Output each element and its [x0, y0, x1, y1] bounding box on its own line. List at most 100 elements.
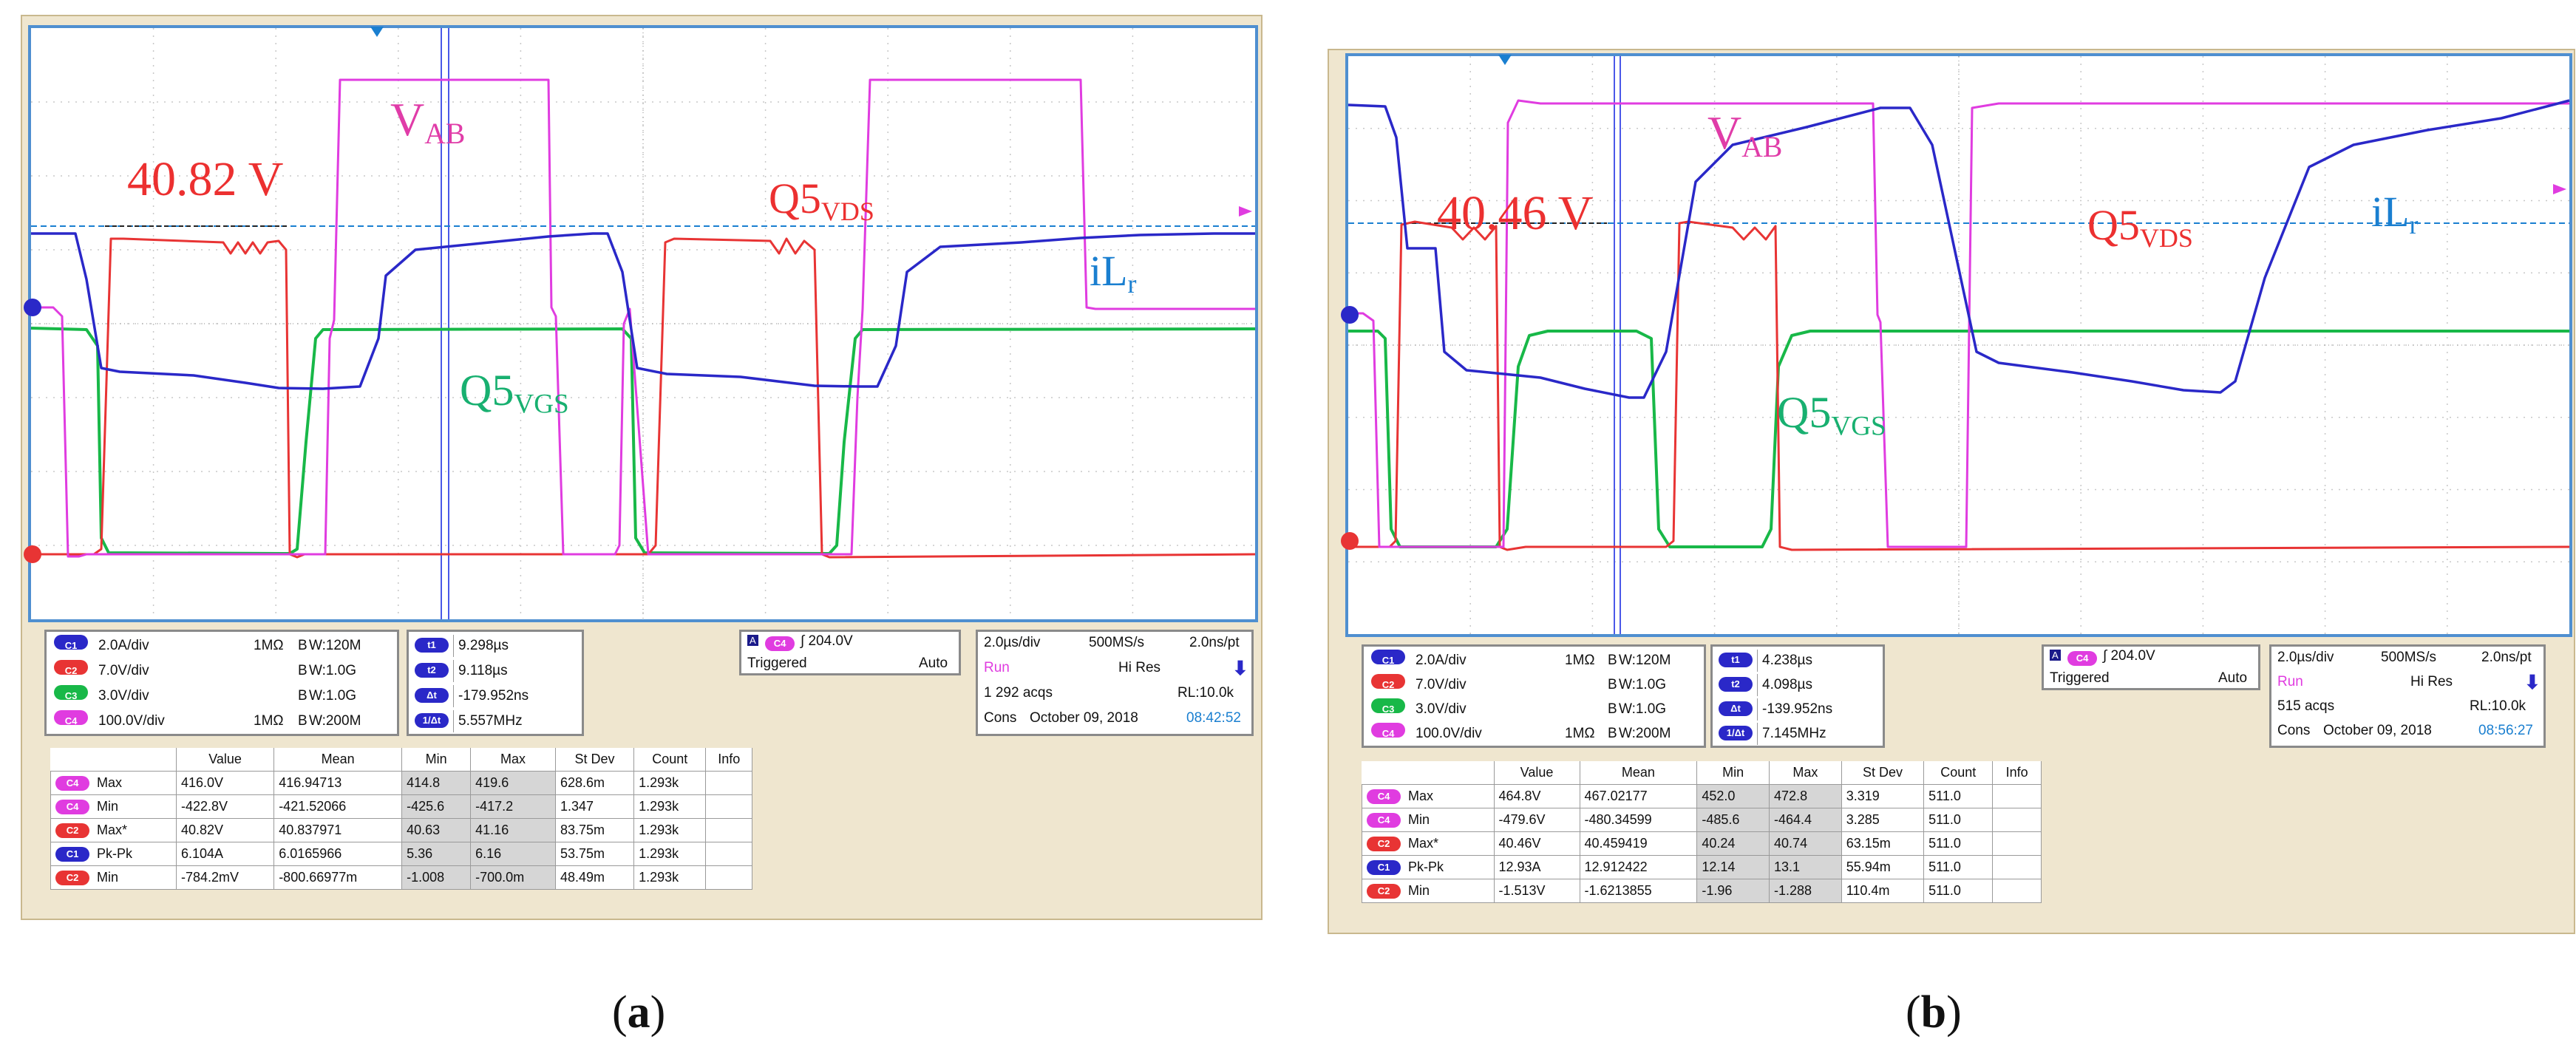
channel-row[interactable]: C1 2.0A/div 1MΩ B W:120M	[1371, 650, 1701, 672]
table-row[interactable]: C2 Min -1.513V -1.6213855 -1.96 -1.288 110.4m 5…	[1362, 879, 2042, 903]
channel-badge: C2	[1367, 837, 1401, 852]
channel-panel-b: C1 2.0A/div 1MΩ B W:120M C2 7.0V/div B W:1.0G C…	[1362, 644, 1706, 748]
cell-mean: -480.34599	[1579, 808, 1698, 832]
header-cell: Value	[1493, 761, 1580, 785]
row-label: C2 Min	[1362, 879, 1495, 903]
timebase-panel-b[interactable]: 2.0µs/div 500MS/s 2.0ns/pt Run Hi Res ⬇ …	[2269, 644, 2546, 748]
table-row[interactable]: C4 Max 464.8V 467.02177 452.0 472.8 3.319 511.0	[1362, 784, 2042, 808]
cell-min: 40.63	[401, 818, 472, 842]
cell-mean: 467.02177	[1579, 784, 1698, 808]
table-row[interactable]: C4 Min -479.6V -480.34599 -485.6 -464.4 3.285 5…	[1362, 808, 2042, 832]
label-q5vgs-a: Q5VGS	[460, 366, 569, 420]
cursor-delta-t[interactable]: Δt -179.952ns	[415, 685, 580, 707]
cursor-panel-a: t1 9.298µs t2 9.118µs Δt -179.952ns 1/Δt 5.5…	[407, 630, 584, 736]
measure-name: Max	[1408, 788, 1434, 803]
waveform-screen-b[interactable]: VAB Q5VDS iLr Q5VGS 40.46 V	[1341, 53, 2572, 637]
row-label: C4 Max	[50, 771, 177, 795]
cell-mean: 12.912422	[1579, 855, 1698, 879]
label-q5vgs-b: Q5VGS	[1777, 388, 1886, 442]
cell-value: 12.93A	[1493, 855, 1580, 879]
cursor-inv-delta-t[interactable]: 1/Δt 7.145MHz	[1719, 723, 1881, 745]
label-q5vds-b: Q5VDS	[2087, 201, 2193, 253]
table-row[interactable]: C2 Min -784.2mV -800.66977m -1.008 -700.0m 48.…	[50, 865, 752, 890]
cell-count: 1.293k	[633, 842, 707, 866]
cell-value: -479.6V	[1493, 808, 1580, 832]
trigger-panel-a[interactable]: A C4 ∫ 204.0V Triggered Auto	[739, 630, 961, 675]
cell-count: 511.0	[1923, 879, 1994, 903]
table-header-row: Value Mean Min Max St Dev Count Info	[1362, 761, 2042, 785]
row-label: C2 Max*	[1362, 831, 1495, 856]
header-cell: St Dev	[1841, 761, 1925, 785]
cell-max: -1.288	[1769, 879, 1842, 903]
table-row[interactable]: C2 Max* 40.46V 40.459419 40.24 40.74 63.15m 511…	[1362, 831, 2042, 856]
header-cell: St Dev	[554, 748, 635, 772]
scope-a: VAB Q5VDS iLr Q5VGS 40.82 V C1 2.0A/div 1M…	[21, 15, 1262, 920]
channel-row[interactable]: C3 3.0V/div B W:1.0G	[54, 685, 394, 707]
timebase-panel-a[interactable]: 2.0µs/div 500MS/s 2.0ns/pt Run Hi Res ⬇ …	[976, 630, 1254, 736]
measurement-table-b: Value Mean Min Max St Dev Count Info C4 Max 464.8…	[1362, 761, 2042, 903]
table-row[interactable]: C4 Max 416.0V 416.94713 414.8 419.6 628.6m 1.29…	[50, 771, 752, 795]
cell-count: 511.0	[1923, 855, 1994, 879]
header-cell: Info	[1992, 761, 2042, 785]
measure-name: Max	[97, 774, 123, 790]
measure-name: Pk-Pk	[97, 845, 133, 861]
channel-row[interactable]: C2 7.0V/div B W:1.0G	[1371, 674, 1701, 696]
cursor-t1[interactable]: t1 4.238µs	[1719, 650, 1881, 672]
cursor-t2[interactable]: t2 9.118µs	[415, 660, 580, 682]
label-q5vds-a: Q5VDS	[769, 174, 874, 227]
cell-max: -464.4	[1769, 808, 1842, 832]
waveform-screen-a[interactable]: VAB Q5VDS iLr Q5VGS 40.82 V	[24, 25, 1258, 622]
cell-count: 1.293k	[633, 794, 707, 819]
waveform-plot-a	[24, 27, 1256, 619]
header-cell: Value	[175, 748, 275, 772]
measured-voltage-b: 40.46 V	[1437, 186, 1594, 240]
trigger-panel-b[interactable]: A C4 ∫ 204.0V Triggered Auto	[2042, 644, 2260, 690]
cell-info	[1992, 808, 2042, 832]
cell-min: -1.008	[401, 865, 472, 890]
waveform-plot-b	[1341, 55, 2570, 634]
row-label: C2 Min	[50, 865, 177, 890]
cursor-t1[interactable]: t1 9.298µs	[415, 635, 580, 657]
cursor-delta-t[interactable]: Δt -139.952ns	[1719, 698, 1881, 721]
header-cell: Info	[705, 748, 752, 772]
cell-max: 419.6	[470, 771, 556, 795]
label-vab-b: VAB	[1707, 106, 1783, 164]
channel-row[interactable]: C2 7.0V/div B W:1.0G	[54, 660, 394, 682]
cell-mean: 6.0165966	[273, 842, 403, 866]
measure-name: Min	[1408, 811, 1430, 827]
trace-vab	[31, 78, 1255, 558]
cell-min: 5.36	[401, 842, 472, 866]
cell-value: 416.0V	[175, 771, 275, 795]
cell-mean: 40.837971	[273, 818, 403, 842]
channel-badge: C2	[55, 823, 89, 839]
channel-badge: C2	[55, 871, 89, 886]
table-row[interactable]: C1 Pk-Pk 6.104A 6.0165966 5.36 6.16 53.75m 1.29…	[50, 842, 752, 866]
table-row[interactable]: C1 Pk-Pk 12.93A 12.912422 12.14 13.1 55.94m 511…	[1362, 855, 2042, 879]
table-row[interactable]: C2 Max* 40.82V 40.837971 40.63 41.16 83.75m 1.2…	[50, 818, 752, 842]
channel-2-marker	[24, 545, 41, 563]
channel-row[interactable]: C1 2.0A/div 1MΩ B W:120M	[54, 635, 394, 657]
cell-min: -425.6	[401, 794, 472, 819]
cell-info	[1992, 831, 2042, 856]
cell-value: 6.104A	[175, 842, 275, 866]
cell-min: 12.14	[1696, 855, 1770, 879]
cell-value: 40.82V	[175, 818, 275, 842]
trace-q5vds	[1348, 220, 2570, 551]
channel-row[interactable]: C4 100.0V/div 1MΩ B W:200M	[1371, 723, 1701, 745]
row-label: C4 Min	[50, 794, 177, 819]
cursor-inv-delta-t[interactable]: 1/Δt 5.557MHz	[415, 710, 580, 732]
measure-name: Max*	[1408, 835, 1439, 851]
header-cell: Min	[1696, 761, 1770, 785]
caption-b: (b)	[1906, 987, 1962, 1038]
cursor-t2[interactable]: t2 4.098µs	[1719, 674, 1881, 696]
cell-stdev: 110.4m	[1841, 879, 1925, 903]
level-marker-icon	[1239, 206, 1252, 217]
header-cell: Count	[633, 748, 707, 772]
channel-row[interactable]: C3 3.0V/div B W:1.0G	[1371, 698, 1701, 721]
table-header-row: Value Mean Min Max St Dev Count Info	[51, 748, 752, 772]
cell-stdev: 55.94m	[1841, 855, 1925, 879]
table-row[interactable]: C4 Min -422.8V -421.52066 -425.6 -417.2 1.347 1…	[50, 794, 752, 819]
header-cell: Max	[470, 748, 556, 772]
channel-row[interactable]: C4 100.0V/div 1MΩ B W:200M	[54, 710, 394, 732]
cell-stdev: 53.75m	[554, 842, 635, 866]
